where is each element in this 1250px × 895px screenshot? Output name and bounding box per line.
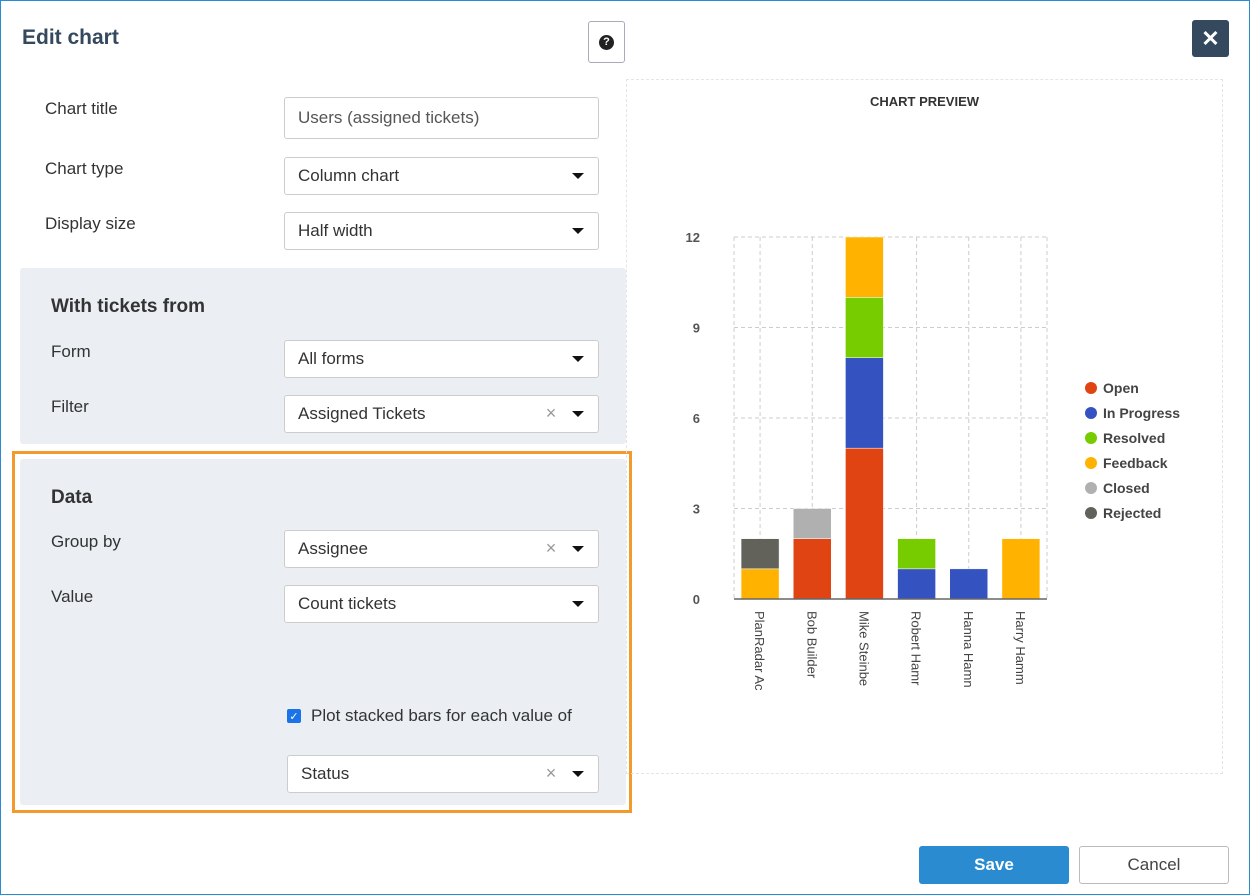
group-by-value: Assignee	[298, 539, 368, 558]
filter-select[interactable]: Assigned Tickets ×	[284, 395, 599, 433]
chevron-down-icon	[572, 546, 584, 552]
stacked-checkbox[interactable]: ✓	[287, 709, 301, 723]
bar-segment-open	[845, 447, 884, 600]
data-heading: Data	[51, 487, 93, 508]
legend-item[interactable]: In Progress	[1085, 400, 1180, 425]
legend-label: Resolved	[1103, 429, 1166, 446]
chart-type-value: Column chart	[298, 166, 400, 185]
bar-segment-resolved	[845, 297, 884, 358]
close-x-icon: ✕	[1201, 25, 1220, 51]
chevron-down-icon	[572, 411, 584, 417]
tickets-from-heading: With tickets from	[51, 296, 205, 317]
close-button[interactable]: ✕	[1192, 20, 1229, 57]
x-tick-label: Harry Hamm	[1013, 611, 1028, 685]
x-tick-label: Hanna Hamn	[961, 611, 976, 688]
bar-segment-feedback	[1001, 538, 1041, 600]
legend-label: Open	[1103, 379, 1139, 396]
group-by-label: Group by	[51, 532, 121, 551]
value-value: Count tickets	[298, 594, 397, 613]
chevron-down-icon	[572, 771, 584, 777]
clear-icon[interactable]: ×	[545, 403, 556, 423]
highlight-outline	[12, 451, 632, 813]
display-size-select[interactable]: Half width	[284, 212, 599, 250]
clear-icon[interactable]: ×	[545, 538, 556, 558]
value-select[interactable]: Count tickets	[284, 585, 599, 623]
y-tick-label: 3	[693, 502, 700, 517]
legend-item[interactable]: Resolved	[1085, 425, 1180, 450]
legend-label: Rejected	[1103, 504, 1162, 521]
display-size-label: Display size	[45, 214, 136, 233]
x-tick-label: Robert Hamr	[909, 611, 924, 686]
legend-dot-icon	[1085, 431, 1097, 444]
legend-dot-icon	[1085, 506, 1097, 519]
chevron-down-icon	[572, 356, 584, 362]
chevron-down-icon	[572, 228, 584, 234]
chart-title-value: Users (assigned tickets)	[298, 108, 480, 127]
bar-segment-feedback	[845, 236, 884, 298]
legend-item[interactable]: Open	[1085, 375, 1180, 400]
legend-dot-icon	[1085, 481, 1097, 494]
form-label: Form	[51, 342, 91, 361]
legend-dot-icon	[1085, 456, 1097, 469]
filter-label: Filter	[51, 397, 89, 416]
legend-dot-icon	[1085, 381, 1097, 394]
legend-item[interactable]: Feedback	[1085, 450, 1180, 475]
value-label: Value	[51, 587, 94, 606]
stack-field-select[interactable]: Status ×	[287, 755, 599, 793]
y-tick-label: 12	[686, 230, 700, 245]
bar-segment-in-progress	[897, 568, 936, 600]
group-by-select[interactable]: Assignee ×	[284, 530, 599, 568]
cancel-button[interactable]: Cancel	[1079, 846, 1229, 884]
chart-preview-area	[626, 79, 1223, 774]
legend-label: Closed	[1103, 479, 1150, 496]
bar-segment-resolved	[897, 538, 936, 570]
stacked-checkbox-row[interactable]: ✓ Plot stacked bars for each value of	[287, 706, 572, 726]
clear-icon[interactable]: ×	[545, 763, 556, 783]
x-tick-label: Bob Builder	[804, 611, 819, 679]
y-tick-label: 6	[693, 411, 700, 426]
chevron-down-icon	[572, 601, 584, 607]
bar-segment-rejected	[740, 538, 780, 570]
bar-segment-in-progress	[949, 568, 988, 600]
chart-type-label: Chart type	[45, 159, 124, 178]
dialog-title: Edit chart	[22, 26, 119, 49]
chart-preview-title: CHART PREVIEW	[869, 94, 980, 109]
bar-segment-feedback	[740, 568, 780, 600]
legend-label: In Progress	[1103, 404, 1181, 421]
chevron-down-icon	[572, 173, 584, 179]
save-button[interactable]: Save	[919, 846, 1069, 884]
x-tick-label: PlanRadar Ac	[752, 611, 767, 691]
form-select[interactable]: All forms	[284, 340, 599, 378]
chart-title-input[interactable]: Users (assigned tickets)	[284, 97, 599, 139]
bar-segment-closed	[793, 508, 832, 539]
y-tick-label: 0	[693, 592, 700, 607]
chart-legend: Open In Progress Resolved Feedback Closed Rej…	[1085, 375, 1180, 525]
y-tick-label: 9	[693, 321, 700, 336]
chart-title-label: Chart title	[45, 99, 118, 118]
question-circle-icon: ?	[599, 34, 614, 50]
chart-type-select[interactable]: Column chart	[284, 157, 599, 195]
stack-field-value: Status	[301, 764, 350, 783]
legend-item[interactable]: Rejected	[1085, 500, 1180, 525]
data-panel	[20, 459, 626, 805]
legend-label: Feedback	[1103, 454, 1168, 471]
x-tick-label: Mike Steinbe	[856, 611, 871, 686]
bar-segment-open	[793, 538, 832, 600]
help-button[interactable]: ?	[588, 21, 625, 63]
display-size-value: Half width	[298, 221, 373, 240]
form-value: All forms	[298, 349, 365, 368]
filter-value: Assigned Tickets	[298, 404, 426, 423]
legend-item[interactable]: Closed	[1085, 475, 1180, 500]
stacked-label: Plot stacked bars for each value of	[311, 706, 572, 725]
legend-dot-icon	[1085, 406, 1097, 419]
bar-segment-in-progress	[845, 357, 884, 449]
